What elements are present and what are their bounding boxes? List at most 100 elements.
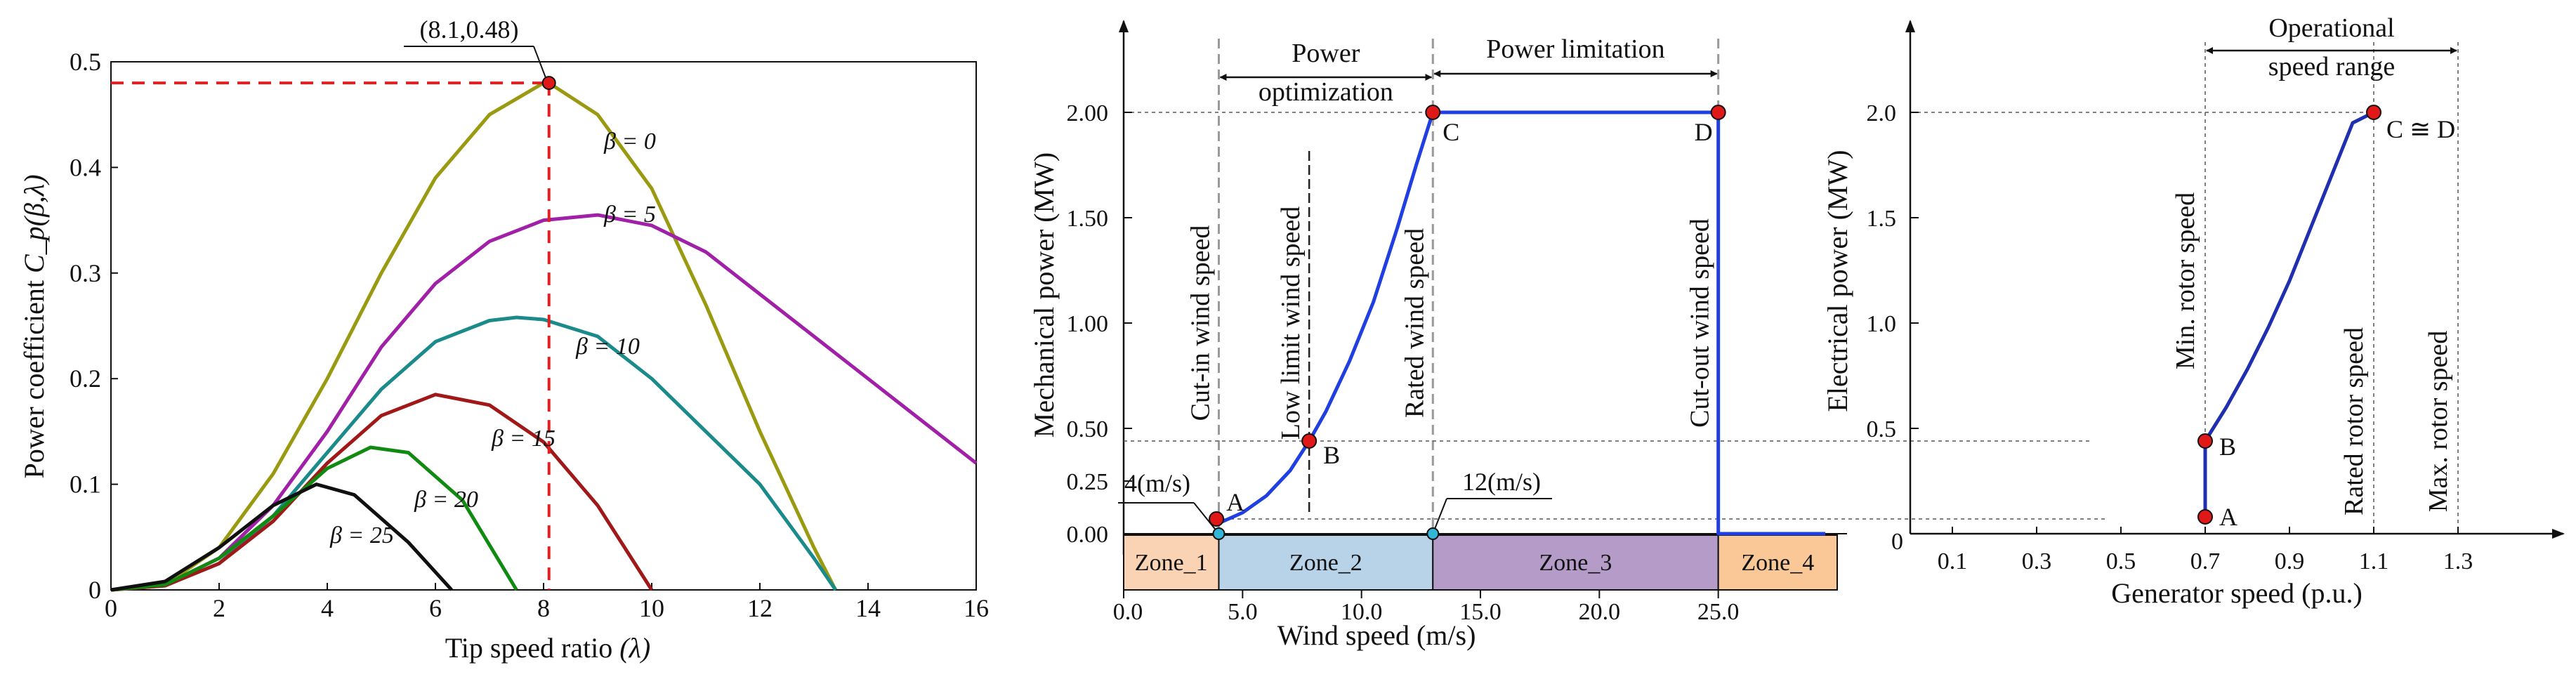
p3-x-tick-label: 1.1 xyxy=(2359,548,2389,574)
p1-y-tick-label: 0.5 xyxy=(70,48,101,76)
p3-vline-label: Rated rotor speed xyxy=(2339,327,2369,515)
cp-curve-beta-15 xyxy=(110,393,654,592)
p1-x-axis-label: Tip speed ratio (λ) xyxy=(445,632,650,664)
cp-curve-label-beta-15: β = 15 xyxy=(491,426,556,452)
p2-x-tick-label: 25.0 xyxy=(1697,599,1740,625)
p1-peak-point xyxy=(541,76,556,91)
p1-x-tick-label: 4 xyxy=(321,594,334,622)
p2-marker-label: 12(m/s) xyxy=(1462,468,1541,496)
p2-zone-label: Zone_1 xyxy=(1135,550,1208,576)
p2-point-label: B xyxy=(1323,441,1340,469)
cp-curve-beta-25 xyxy=(110,482,453,592)
cp-curve-beta-0 xyxy=(110,81,838,592)
p3-x-tick-label: 0.5 xyxy=(2106,548,2136,574)
p2-point-d xyxy=(1710,105,1726,120)
p3-region-label-line2: speed range xyxy=(2268,52,2395,81)
p1-x-tick-label: 16 xyxy=(964,594,989,622)
p2-region-label-line1: Power xyxy=(1292,39,1360,68)
p3-y-tick-label: 1.0 xyxy=(1867,311,1897,337)
p2-y-tick-label: 0.00 xyxy=(1067,522,1109,548)
p2-x-tick-label: 20.0 xyxy=(1579,599,1621,625)
p1-y-axis-label: Power coefficient C_p(β,λ) xyxy=(18,174,50,478)
p2-y-tick-label: 1.50 xyxy=(1067,206,1109,232)
p3-x-tick-label: 0.1 xyxy=(1938,548,1968,574)
p1-y-tick-label: 0.3 xyxy=(70,259,101,287)
p3-x-tick-label: 0.3 xyxy=(2022,548,2052,574)
p3-region-label-line1: Operational xyxy=(2268,13,2394,43)
p1-y-tick-label: 0 xyxy=(88,576,101,604)
p2-point-label: D xyxy=(1695,118,1713,146)
panel-cp-curves: 0 2 4 6 8 10 12 14 16 0 0.1 0.2 0.3 0.4 0.5 (8.1,0.48)… xyxy=(18,15,989,664)
p3-y-tick-label: 2.0 xyxy=(1867,100,1897,126)
p2-x-axis-label: Wind speed (m/s) xyxy=(1277,619,1476,651)
p2-y-axis-label: Mechanical power (MW) xyxy=(1028,152,1060,438)
p2-zone-label: Zone_3 xyxy=(1539,550,1612,576)
p1-x-tick-label: 6 xyxy=(429,594,442,622)
p2-point-label: C xyxy=(1443,118,1459,146)
p2-marker-point xyxy=(1426,527,1440,540)
p3-x-tick-label: 1.3 xyxy=(2443,548,2473,574)
p2-zone-zone_3 xyxy=(1432,534,1719,591)
p3-vline-label: Max. rotor speed xyxy=(2424,331,2453,513)
panel-mechanical-power: Cut-in wind speed Low limit wind speed Rat… xyxy=(1028,20,2107,651)
p2-zone-label: Zone_4 xyxy=(1741,550,1814,576)
p1-x-tick-label: 14 xyxy=(855,594,881,622)
p3-point-label: B xyxy=(2219,433,2236,461)
p2-zone-zone_1 xyxy=(1123,534,1220,591)
p1-y-tick-label: 0.1 xyxy=(70,471,101,499)
cp-curve-label-beta-20: β = 20 xyxy=(414,487,478,513)
cp-curve-label-beta-5: β = 5 xyxy=(603,202,656,228)
p2-point-c xyxy=(1425,105,1441,120)
p3-power-curve xyxy=(2203,110,2375,517)
p2-x-tick-label: 0.0 xyxy=(1113,599,1143,625)
p3-x-tick-label: 0.7 xyxy=(2190,548,2221,574)
p3-y-axis-label: Electrical power (MW) xyxy=(1822,150,1853,412)
p1-y-tick-label: 0.2 xyxy=(70,364,101,393)
p2-marker-point xyxy=(1212,527,1225,540)
cp-curve-beta-10 xyxy=(110,315,837,592)
p2-vline-label: Low limit wind speed xyxy=(1276,206,1306,440)
p3-point xyxy=(2366,105,2381,120)
p2-x-tick-label: 10.0 xyxy=(1341,599,1383,625)
p2-power-curve xyxy=(1218,110,1826,536)
p1-x-tick-label: 8 xyxy=(537,594,550,622)
p2-region-label: Power limitation xyxy=(1486,34,1664,64)
p3-point xyxy=(2197,509,2213,525)
cp-curve-label-beta-25: β = 25 xyxy=(329,522,394,548)
p2-zone-label: Zone_2 xyxy=(1289,550,1362,576)
panel-electrical-power: Min. rotor speed Rated rotor speed Max. ro… xyxy=(1822,13,2565,609)
p1-frame xyxy=(110,61,977,591)
p3-point-label: A xyxy=(2219,503,2237,531)
p2-point-label: A xyxy=(1226,488,1244,516)
p2-zone-zone_4 xyxy=(1717,534,1839,591)
p1-x-tick-label: 12 xyxy=(747,594,773,622)
cp-curve-beta-20 xyxy=(110,445,518,592)
p1-x-tick-label: 0 xyxy=(105,594,117,622)
p2-vline-label: Rated wind speed xyxy=(1400,228,1429,418)
p2-x-tick-label: 5.0 xyxy=(1228,599,1258,625)
p2-vline-label: Cut-out wind speed xyxy=(1685,218,1715,428)
cp-curve-label-beta-10: β = 10 xyxy=(575,334,640,360)
p2-marker-label: 4(m/s) xyxy=(1124,469,1190,497)
p3-vline-label: Min. rotor speed xyxy=(2171,192,2200,369)
p3-y-tick-label: 0.5 xyxy=(1867,416,1897,442)
cp-curve-beta-5 xyxy=(110,213,978,592)
p2-y-tick-label: 0.25 xyxy=(1067,469,1109,495)
p2-vline-label: Cut-in wind speed xyxy=(1185,225,1215,421)
p2-y-tick-label: 2.00 xyxy=(1067,100,1109,126)
p2-marker-leader xyxy=(1193,502,1220,534)
p1-y-tick-label: 0.4 xyxy=(70,153,101,181)
p3-point xyxy=(2197,433,2213,449)
p1-peak-label: (8.1,0.48) xyxy=(420,15,519,44)
p3-x-axis-label: Generator speed (p.u.) xyxy=(2111,577,2363,609)
p1-x-tick-label: 10 xyxy=(639,594,664,622)
p3-y-tick-label: 1.5 xyxy=(1867,206,1897,232)
p2-x-tick-label: 15.0 xyxy=(1459,599,1501,625)
p1-x-tick-label: 2 xyxy=(213,594,225,622)
p2-y-tick-label: 0.50 xyxy=(1067,416,1109,442)
p2-point-b xyxy=(1301,433,1317,449)
p2-y-tick-label: 1.00 xyxy=(1067,311,1109,337)
p3-x-tick-label: 0.9 xyxy=(2275,548,2305,574)
p2-region-label-line2: optimization xyxy=(1259,77,1393,107)
